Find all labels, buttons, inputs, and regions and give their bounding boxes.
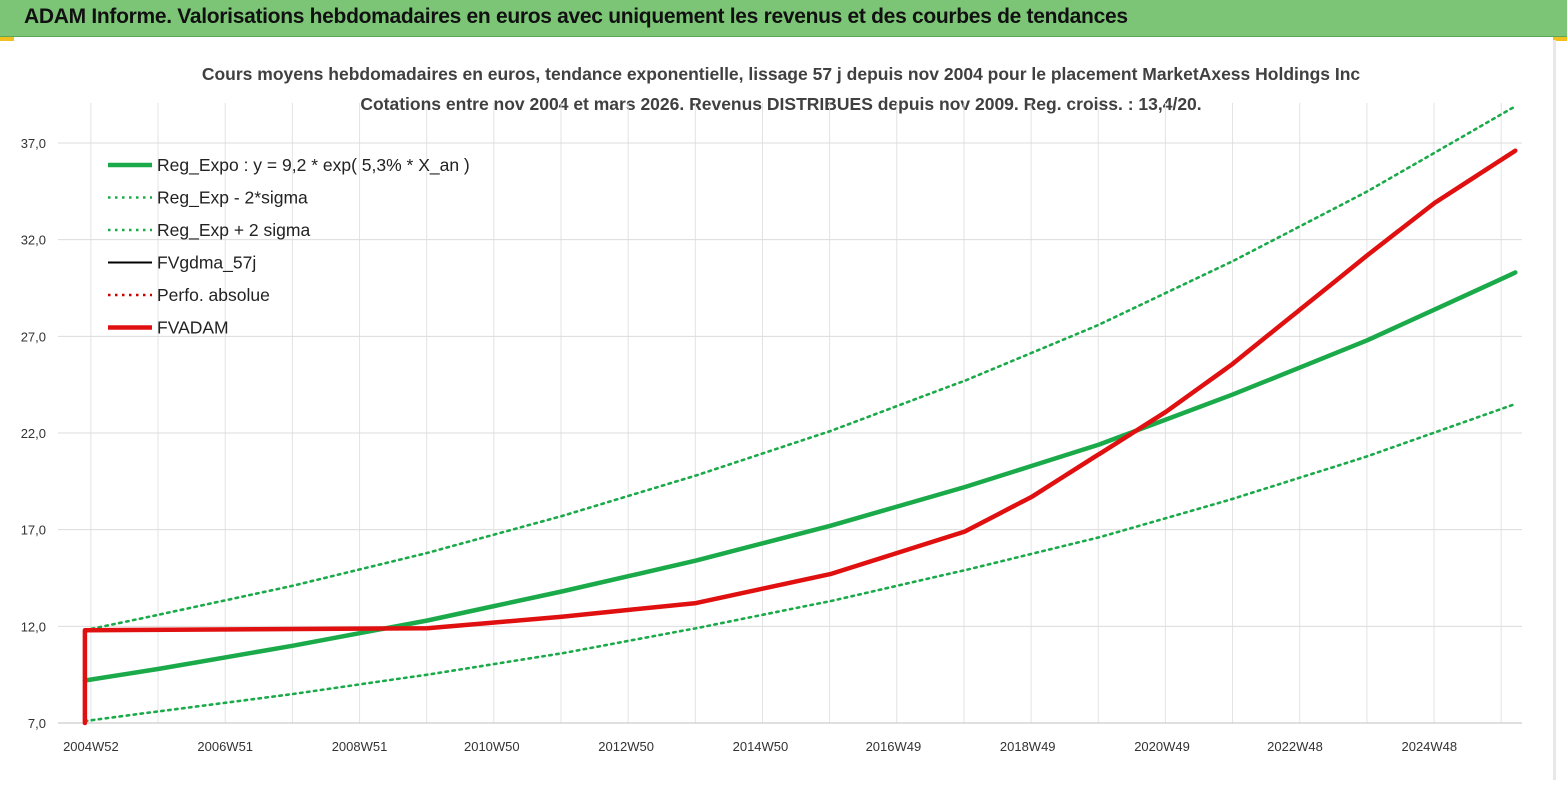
x-tick-label: 2014W50 bbox=[733, 739, 789, 754]
frame-edge bbox=[1553, 40, 1556, 780]
x-tick-label: 2016W49 bbox=[866, 739, 922, 754]
y-tick-label: 7,0 bbox=[28, 716, 46, 731]
x-tick-label: 2020W49 bbox=[1134, 739, 1190, 754]
x-tick-label: 2024W48 bbox=[1401, 739, 1457, 754]
page-title: ADAM Informe. Valorisations hebdomadaire… bbox=[24, 5, 1128, 28]
series-layer bbox=[82, 105, 1518, 726]
y-tick-label: 17,0 bbox=[21, 523, 46, 538]
chart-area: Cours moyens hebdomadaires en euros, ten… bbox=[0, 38, 1567, 783]
x-tick-label: 2004W52 bbox=[63, 739, 119, 754]
legend-label: Reg_Exp + 2 sigma bbox=[157, 220, 310, 241]
legend-label: FVgdma_57j bbox=[157, 253, 256, 274]
legend-label: Reg_Expo : y = 9,2 * exp( 5,3% * X_an ) bbox=[157, 155, 470, 176]
header-banner: ADAM Informe. Valorisations hebdomadaire… bbox=[0, 0, 1567, 37]
x-tick-label: 2008W51 bbox=[332, 739, 388, 754]
corner-mark-left bbox=[0, 37, 14, 41]
legend-label: Reg_Exp - 2*sigma bbox=[157, 188, 308, 209]
x-tick-label: 2012W50 bbox=[598, 739, 654, 754]
series-line-5 bbox=[82, 148, 1518, 726]
x-tick-label: 2022W48 bbox=[1267, 739, 1323, 754]
legend-label: FVADAM bbox=[157, 318, 229, 338]
legend: Reg_Expo : y = 9,2 * exp( 5,3% * X_an ) R… bbox=[108, 155, 470, 338]
y-tick-label: 32,0 bbox=[21, 233, 46, 248]
legend-label: Perfo. absolue bbox=[157, 285, 270, 305]
series-line-1 bbox=[83, 402, 1517, 723]
y-tick-label: 22,0 bbox=[21, 426, 46, 441]
series-line-0 bbox=[82, 270, 1518, 683]
x-tick-label: 2018W49 bbox=[1000, 739, 1056, 754]
chart-svg: Cours moyens hebdomadaires en euros, ten… bbox=[21, 64, 1522, 754]
chart-title: Cours moyens hebdomadaires en euros, ten… bbox=[202, 64, 1361, 84]
grid-lines bbox=[58, 103, 1522, 724]
y-tick-label: 27,0 bbox=[21, 329, 46, 344]
x-tick-label: 2006W51 bbox=[197, 739, 253, 754]
y-tick-label: 12,0 bbox=[21, 619, 46, 634]
corner-mark-right bbox=[1553, 37, 1567, 41]
x-tick-label: 2010W50 bbox=[464, 739, 520, 754]
y-tick-label: 37,0 bbox=[21, 136, 46, 151]
axes: 7,0 12,0 17,0 22,0 27,0 32,0 37,0 2004W52 2006W5… bbox=[21, 136, 1522, 754]
chart-subtitle: Cotations entre nov 2004 et mars 2026. R… bbox=[360, 94, 1201, 114]
series-line-2 bbox=[83, 105, 1517, 632]
